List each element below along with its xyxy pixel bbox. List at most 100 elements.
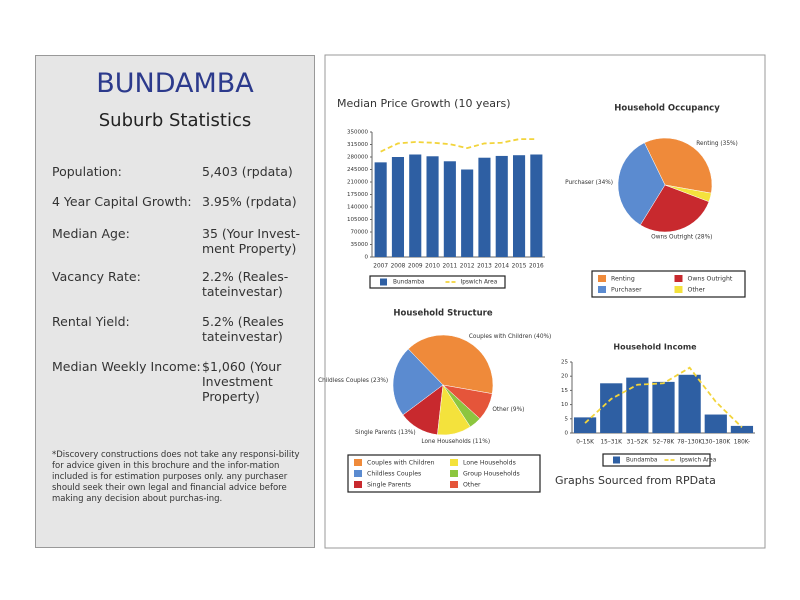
legend-label: Childless Couples: [367, 471, 421, 478]
legend-label: Group Households: [463, 471, 520, 478]
legend-swatch: [380, 278, 387, 286]
bar: [626, 377, 649, 433]
y-tick-label: 70000: [351, 230, 369, 236]
y-tick-label: 0: [565, 431, 569, 437]
legend-label: Ipswich Area: [461, 280, 498, 286]
bar: [530, 154, 543, 257]
x-tick-label: 52–78K: [653, 440, 675, 446]
stat-label: Median Age:: [52, 226, 130, 241]
pie-slice: [617, 142, 666, 226]
value-label: Purchaser (34%): [565, 180, 613, 186]
pie-slice: [644, 137, 713, 194]
x-tick-label: 2013: [477, 264, 492, 270]
x-tick-label: 2014: [494, 264, 509, 270]
legend-box: [369, 275, 506, 289]
x-tick-label: 2007: [373, 264, 388, 270]
y-tick-label: 350000: [347, 130, 368, 136]
footer: Graphs Sourced from RPData: [555, 474, 716, 487]
chart-title: Household Structure: [393, 309, 492, 319]
value-label: Lone Households (11%): [421, 439, 490, 445]
legend-label: Lone Households: [463, 460, 516, 467]
bar: [678, 374, 701, 433]
stat-label: 4 Year Capital Growth:: [52, 194, 192, 209]
stat-value: 5,403 (rpdata): [202, 164, 293, 179]
legend-swatch: [354, 470, 362, 477]
pie-slice: [664, 184, 712, 203]
legend-label: Bundamba: [626, 458, 658, 464]
pie-slice: [392, 348, 444, 416]
line: [380, 138, 537, 153]
legend-swatch: [598, 275, 606, 282]
bar: [573, 417, 597, 433]
legend-swatch: [354, 481, 362, 488]
y-tick-label: 105000: [347, 217, 368, 223]
y-tick-label: 280000: [347, 155, 368, 161]
bar: [730, 425, 754, 433]
x-tick-label: 2016: [529, 264, 544, 270]
legend-label: Owns Outright: [688, 276, 733, 283]
y-tick-label: 5: [565, 416, 569, 422]
legend-box: [602, 453, 711, 467]
chart-title: Household Income: [613, 343, 697, 352]
bar: [409, 154, 422, 257]
bar: [443, 161, 456, 257]
bar: [512, 155, 526, 257]
value-label: Renting (35%): [696, 141, 738, 147]
x-tick-label: 78–130K: [677, 440, 702, 446]
stat-value: 5.2% (Reales tateinvestar): [202, 314, 284, 344]
bar: [600, 383, 623, 433]
legend-label: Couples with Children: [367, 460, 435, 467]
legend-label: Other: [688, 287, 706, 294]
y-tick-label: 25: [561, 360, 568, 366]
stat-label: Vacancy Rate:: [52, 269, 141, 284]
stat-value: $1,060 (Your Investment Property): [202, 359, 282, 404]
y-tick-label: 210000: [347, 180, 368, 186]
x-tick-label: 180K-: [734, 440, 750, 446]
y-tick-label: 35000: [351, 242, 369, 248]
stat-label: Population:: [52, 164, 122, 179]
legend-swatch: [598, 286, 606, 293]
legend-label: Renting: [611, 276, 635, 283]
chart-title: Household Occupancy: [614, 104, 720, 114]
y-tick-label: 15: [561, 388, 568, 394]
line: [584, 366, 743, 428]
x-tick-label: 2008: [391, 264, 406, 270]
legend-label: Other: [463, 482, 481, 489]
legend-swatch: [450, 470, 458, 477]
legend-box: [347, 454, 541, 493]
pie-slice: [640, 184, 710, 233]
bar: [495, 155, 508, 257]
legend-label: Ipswich Area: [680, 458, 717, 464]
x-tick-label: 2012: [460, 264, 475, 270]
stat-value: 2.2% (Reales-tateinvestar): [202, 269, 289, 299]
stat-value: 35 (Your Invest-ment Property): [202, 226, 301, 256]
x-tick-label: 0–15K: [576, 440, 594, 446]
bar: [391, 157, 405, 257]
legend-box: [591, 270, 746, 298]
legend-swatch: [450, 481, 458, 488]
suburb-title: BUNDAMBA: [96, 68, 254, 99]
subtitle: Suburb Statistics: [98, 110, 252, 131]
legend-label: Purchaser: [611, 287, 642, 294]
stats-panel: BUNDAMBA Suburb Statistics *Discovery co…: [35, 55, 315, 548]
bar: [461, 169, 474, 257]
bar: [652, 381, 675, 433]
x-tick-label: 31–52K: [627, 440, 649, 446]
x-tick-label: 2009: [408, 264, 423, 270]
stat-value: 3.95% (rpdata): [202, 194, 297, 209]
value-label: Other (9%): [492, 407, 524, 413]
legend-swatch: [354, 459, 362, 466]
stat-label: Median Weekly Income:: [52, 359, 201, 374]
value-label: Owns Outright (28%): [651, 235, 712, 241]
x-tick-label: 2011: [442, 264, 457, 270]
x-tick-label: 2010: [425, 264, 440, 270]
chart-title: Median Price Growth (10 years): [337, 97, 511, 110]
pie-slice: [407, 334, 494, 394]
value-label: Single Parents (13%): [355, 430, 416, 436]
legend-swatch: [450, 459, 458, 466]
bar: [374, 162, 387, 257]
legend-label: Bundamba: [393, 280, 425, 286]
x-tick-label: 130–180K: [701, 440, 730, 446]
y-tick-label: 315000: [347, 142, 368, 148]
disclaimer: *Discovery constructions does not take a…: [52, 450, 300, 504]
